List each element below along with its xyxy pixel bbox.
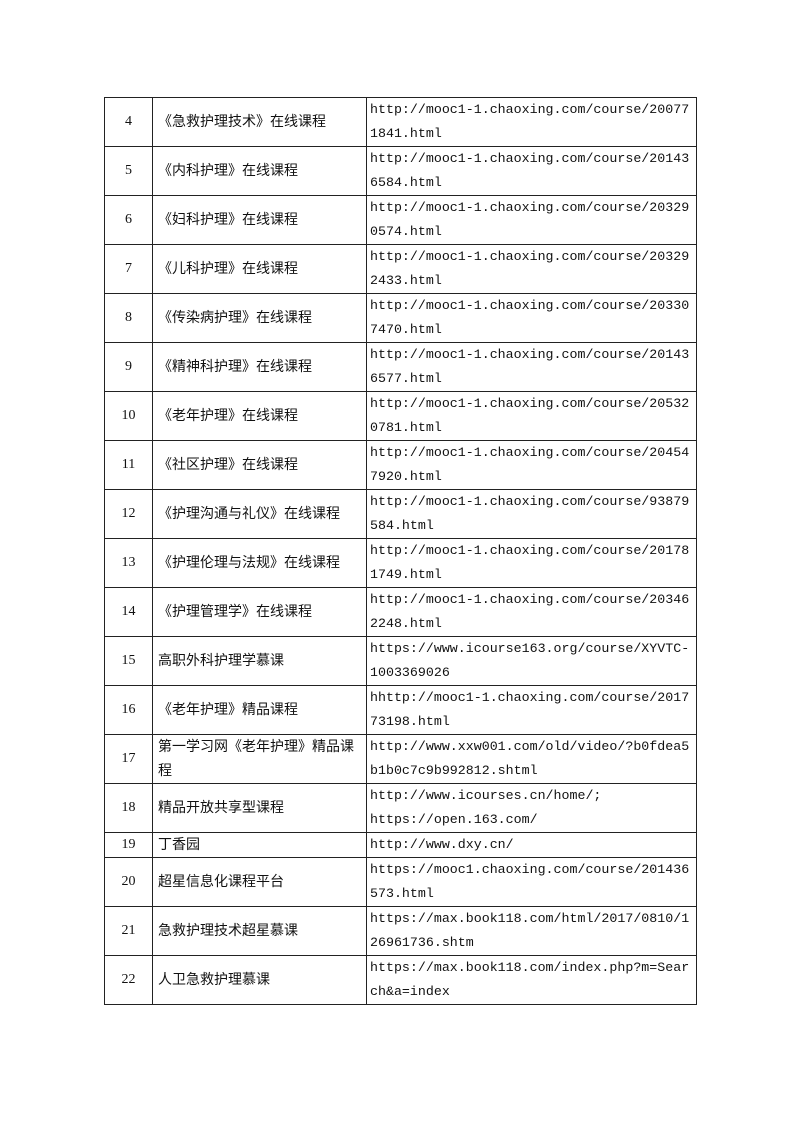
course-url[interactable]: https://max.book118.com/html/2017/0810/1… xyxy=(366,906,697,956)
course-name: 《精神科护理》在线课程 xyxy=(152,342,367,392)
course-url[interactable]: http://mooc1-1.chaoxing.com/course/20143… xyxy=(366,146,697,196)
course-name: 高职外科护理学慕课 xyxy=(152,636,367,686)
course-name: 《老年护理》精品课程 xyxy=(152,685,367,735)
table-row: 20 超星信息化课程平台 https://mooc1.chaoxing.com/co… xyxy=(104,857,697,907)
row-number: 22 xyxy=(104,955,153,1005)
row-number: 4 xyxy=(104,97,153,147)
course-url[interactable]: http://www.icourses.cn/home/; https://op… xyxy=(366,783,697,833)
course-url[interactable]: http://www.xxw001.com/old/video/?b0fdea5… xyxy=(366,734,697,784)
row-number: 17 xyxy=(104,734,153,784)
course-name: 《护理沟通与礼仪》在线课程 xyxy=(152,489,367,539)
course-url[interactable]: http://www.dxy.cn/ xyxy=(366,832,697,858)
course-name: 《内科护理》在线课程 xyxy=(152,146,367,196)
course-name: 第一学习网《老年护理》精品课程 xyxy=(152,734,367,784)
course-url[interactable]: http://mooc1-1.chaoxing.com/course/20329… xyxy=(366,244,697,294)
course-name: 《儿科护理》在线课程 xyxy=(152,244,367,294)
table-row: 17 第一学习网《老年护理》精品课程 http://www.xxw001.com/o… xyxy=(104,734,697,784)
course-name: 《老年护理》在线课程 xyxy=(152,391,367,441)
row-number: 13 xyxy=(104,538,153,588)
course-name: 《妇科护理》在线课程 xyxy=(152,195,367,245)
table-row: 16 《老年护理》精品课程 hhttp://mooc1-1.chaoxing.com… xyxy=(104,685,697,735)
course-name: 超星信息化课程平台 xyxy=(152,857,367,907)
row-number: 14 xyxy=(104,587,153,637)
table-row: 21 急救护理技术超星慕课 https://max.book118.com/html… xyxy=(104,906,697,956)
table-row: 11 《社区护理》在线课程 http://mooc1-1.chaoxing.com/… xyxy=(104,440,697,490)
course-url[interactable]: https://www.icourse163.org/course/XYVTC-… xyxy=(366,636,697,686)
row-number: 18 xyxy=(104,783,153,833)
table-row: 13 《护理伦理与法规》在线课程 http://mooc1-1.chaoxing.c… xyxy=(104,538,697,588)
course-name: 《护理管理学》在线课程 xyxy=(152,587,367,637)
row-number: 21 xyxy=(104,906,153,956)
row-number: 19 xyxy=(104,832,153,858)
table-row: 22 人卫急救护理慕课 https://max.book118.com/index.… xyxy=(104,955,697,1005)
row-number: 7 xyxy=(104,244,153,294)
course-url[interactable]: http://mooc1-1.chaoxing.com/course/20178… xyxy=(366,538,697,588)
course-name: 人卫急救护理慕课 xyxy=(152,955,367,1005)
course-url[interactable]: http://mooc1-1.chaoxing.com/course/20454… xyxy=(366,440,697,490)
table-row: 8 《传染病护理》在线课程 http://mooc1-1.chaoxing.com/… xyxy=(104,293,697,343)
row-number: 11 xyxy=(104,440,153,490)
row-number: 8 xyxy=(104,293,153,343)
table-row: 15 高职外科护理学慕课 https://www.icourse163.org/co… xyxy=(104,636,697,686)
course-url[interactable]: http://mooc1-1.chaoxing.com/course/93879… xyxy=(366,489,697,539)
table-row: 9 《精神科护理》在线课程 http://mooc1-1.chaoxing.com/… xyxy=(104,342,697,392)
course-url[interactable]: https://mooc1.chaoxing.com/course/201436… xyxy=(366,857,697,907)
table-row: 18 精品开放共享型课程 http://www.icourses.cn/home/;… xyxy=(104,783,697,833)
row-number: 12 xyxy=(104,489,153,539)
table-row: 10 《老年护理》在线课程 http://mooc1-1.chaoxing.com/… xyxy=(104,391,697,441)
course-url[interactable]: http://mooc1-1.chaoxing.com/course/20346… xyxy=(366,587,697,637)
course-url[interactable]: https://max.book118.com/index.php?m=Sear… xyxy=(366,955,697,1005)
row-number: 20 xyxy=(104,857,153,907)
row-number: 5 xyxy=(104,146,153,196)
table-row: 19 丁香园 http://www.dxy.cn/ xyxy=(104,832,697,858)
course-url[interactable]: http://mooc1-1.chaoxing.com/course/20329… xyxy=(366,195,697,245)
course-name: 《传染病护理》在线课程 xyxy=(152,293,367,343)
row-number: 15 xyxy=(104,636,153,686)
course-name: 精品开放共享型课程 xyxy=(152,783,367,833)
table-row: 14 《护理管理学》在线课程 http://mooc1-1.chaoxing.com… xyxy=(104,587,697,637)
row-number: 6 xyxy=(104,195,153,245)
course-name: 《社区护理》在线课程 xyxy=(152,440,367,490)
course-url[interactable]: http://mooc1-1.chaoxing.com/course/20077… xyxy=(366,97,697,147)
row-number: 10 xyxy=(104,391,153,441)
course-name: 《护理伦理与法规》在线课程 xyxy=(152,538,367,588)
course-url[interactable]: http://mooc1-1.chaoxing.com/course/20143… xyxy=(366,342,697,392)
table-row: 12 《护理沟通与礼仪》在线课程 http://mooc1-1.chaoxing.c… xyxy=(104,489,697,539)
table-row: 6 《妇科护理》在线课程 http://mooc1-1.chaoxing.com/c… xyxy=(104,195,697,245)
row-number: 16 xyxy=(104,685,153,735)
row-number: 9 xyxy=(104,342,153,392)
resource-table: 4 《急救护理技术》在线课程 http://mooc1-1.chaoxing.com… xyxy=(104,97,697,1005)
course-name: 《急救护理技术》在线课程 xyxy=(152,97,367,147)
course-url[interactable]: hhttp://mooc1-1.chaoxing.com/course/2017… xyxy=(366,685,697,735)
course-name: 急救护理技术超星慕课 xyxy=(152,906,367,956)
table-row: 4 《急救护理技术》在线课程 http://mooc1-1.chaoxing.com… xyxy=(104,97,697,147)
course-url[interactable]: http://mooc1-1.chaoxing.com/course/20532… xyxy=(366,391,697,441)
table-row: 5 《内科护理》在线课程 http://mooc1-1.chaoxing.com/c… xyxy=(104,146,697,196)
course-name: 丁香园 xyxy=(152,832,367,858)
course-url[interactable]: http://mooc1-1.chaoxing.com/course/20330… xyxy=(366,293,697,343)
table-row: 7 《儿科护理》在线课程 http://mooc1-1.chaoxing.com/c… xyxy=(104,244,697,294)
